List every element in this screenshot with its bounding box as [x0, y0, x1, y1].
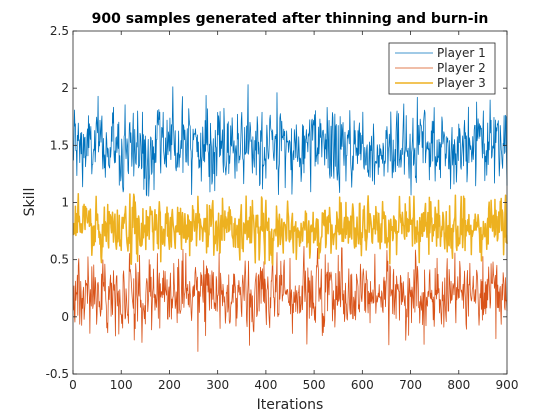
- legend-box: [388, 42, 496, 95]
- y-tick-label: 1.5: [50, 138, 69, 152]
- x-tick-label: 200: [158, 378, 181, 392]
- y-tick-label: 2.5: [50, 24, 69, 38]
- x-tick-label: 400: [254, 378, 277, 392]
- x-tick-label: 600: [351, 378, 374, 392]
- chart-title: 900 samples generated after thinning and…: [92, 11, 489, 27]
- y-tick-label: 2: [61, 81, 69, 95]
- x-tick-label: 900: [496, 378, 519, 392]
- y-axis-label: Skill: [22, 188, 38, 217]
- y-tick-label: -0.5: [46, 367, 69, 381]
- x-tick-label: 800: [447, 378, 470, 392]
- x-tick-label: 0: [69, 378, 77, 392]
- x-axis-ticks: 0 100 200 300 400 500 600 700 800 900: [69, 31, 518, 392]
- legend-label-3: Player 3: [437, 76, 486, 90]
- y-tick-label: 0.5: [50, 253, 69, 267]
- series-line-3: [72, 192, 508, 266]
- x-tick-label: 500: [303, 378, 326, 392]
- legend-label-1: Player 1: [437, 46, 486, 60]
- x-tick-label: 300: [206, 378, 229, 392]
- series-line-1: [73, 84, 508, 197]
- y-tick-label: 0: [61, 310, 69, 324]
- legend-label-2: Player 2: [437, 61, 486, 75]
- series-line-2: [73, 246, 508, 352]
- series-layer: [72, 84, 508, 352]
- x-tick-label: 700: [399, 378, 422, 392]
- y-axis-ticks: -0.5 0 0.5 1 1.5 2 2.5: [46, 24, 507, 381]
- x-tick-label: 100: [110, 378, 133, 392]
- y-tick-label: 1: [61, 196, 69, 210]
- x-axis-label: Iterations: [257, 397, 324, 413]
